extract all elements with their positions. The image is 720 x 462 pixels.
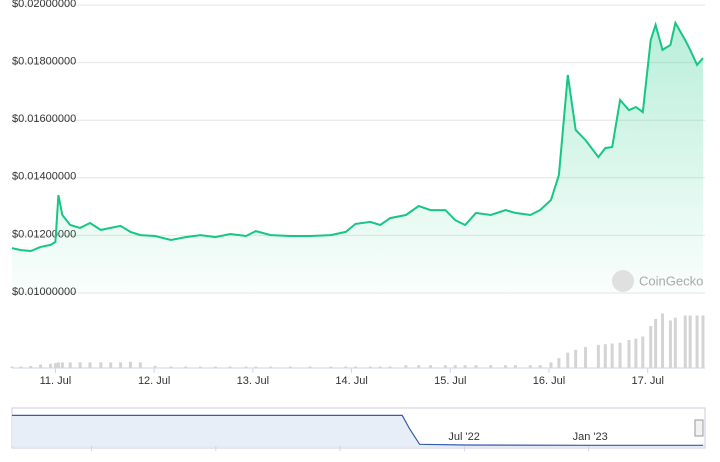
volume-bar xyxy=(344,366,348,368)
volume-bar xyxy=(404,365,408,368)
volume-bar xyxy=(443,365,447,368)
x-tick-label: 11. Jul xyxy=(40,375,72,387)
volume-bar xyxy=(417,365,421,368)
navigator-handle[interactable] xyxy=(694,419,704,437)
volume-bar xyxy=(603,344,607,368)
volume-bar xyxy=(618,342,622,368)
volume-bar xyxy=(119,362,123,368)
volume-bar xyxy=(56,362,60,368)
volume-bar xyxy=(610,343,614,368)
volume-bar xyxy=(60,362,64,368)
volume-bar xyxy=(566,352,570,368)
volume-bar xyxy=(627,340,631,368)
volume-bar xyxy=(549,362,553,368)
volume-bar xyxy=(368,366,372,368)
volume-bar xyxy=(48,363,52,368)
volume-bar xyxy=(378,366,382,368)
x-tick-label: 15. Jul xyxy=(434,375,466,387)
volume-bar xyxy=(701,315,705,368)
price-line xyxy=(12,414,703,446)
area xyxy=(12,22,703,294)
volume-bar xyxy=(244,366,248,368)
volume-bar xyxy=(269,366,273,368)
volume-bar xyxy=(668,320,672,368)
area xyxy=(12,415,703,446)
volume-bar xyxy=(683,315,687,368)
volume-bar xyxy=(474,365,478,368)
volume-bar xyxy=(661,313,665,368)
volume-bar xyxy=(574,349,578,368)
volume-bar xyxy=(78,362,82,368)
volume-bar xyxy=(213,366,217,368)
x-tick-label: Jul '22 xyxy=(448,431,479,443)
volume-bar xyxy=(634,338,638,368)
volume-bar xyxy=(109,362,113,368)
x-tick-label: Jan '23 xyxy=(573,431,608,443)
volume-bar xyxy=(695,315,699,368)
volume-bar xyxy=(538,365,542,368)
volume-bar xyxy=(99,362,103,368)
volume-bar xyxy=(228,366,232,368)
volume-bar xyxy=(68,362,72,368)
volume-bar xyxy=(329,366,333,368)
x-tick-label: 17. Jul xyxy=(632,375,664,387)
volume-bar xyxy=(513,365,517,368)
y-tick-label: $0.01400000 xyxy=(12,171,76,183)
y-tick-label: $0.02000000 xyxy=(12,0,76,10)
volume-bar xyxy=(528,365,532,368)
volume-bar xyxy=(641,336,645,368)
volume-bar xyxy=(673,317,677,368)
volume-bar xyxy=(153,365,157,368)
volume-bar xyxy=(429,365,433,368)
volume-bar xyxy=(169,366,173,368)
volume-bar xyxy=(39,364,43,368)
volume-bar xyxy=(254,366,258,368)
volume-bar xyxy=(649,326,653,368)
volume-bar xyxy=(128,361,132,368)
volume-bar xyxy=(504,365,508,368)
volume-bar xyxy=(584,347,588,368)
x-tick-label: 16. Jul xyxy=(533,375,565,387)
volume-bar xyxy=(388,366,392,368)
y-tick-label: $0.01600000 xyxy=(12,113,76,125)
volume-bar xyxy=(453,365,457,368)
volume-bar xyxy=(596,344,600,368)
y-tick-label: $0.01800000 xyxy=(12,56,76,68)
volume-bar xyxy=(463,365,467,368)
volume-bar xyxy=(557,358,561,368)
volume-bar xyxy=(19,366,23,368)
volume-bar xyxy=(489,365,493,368)
volume-bar xyxy=(10,366,14,368)
volume-bar xyxy=(308,366,312,368)
volume-bar xyxy=(688,315,692,368)
watermark: CoinGecko xyxy=(612,270,703,292)
volume-bar xyxy=(53,363,57,368)
volume-bar xyxy=(654,319,658,368)
x-tick-label: 14. Jul xyxy=(335,375,367,387)
price-line xyxy=(11,20,704,253)
volume-bar xyxy=(199,366,203,368)
x-tick-label: 13. Jul xyxy=(237,375,269,387)
volume-bar xyxy=(29,365,33,368)
volume-bar xyxy=(288,366,292,368)
x-tick-label: 12. Jul xyxy=(138,375,170,387)
volume-bar xyxy=(138,362,142,368)
watermark-logo xyxy=(612,270,634,292)
volume-bar xyxy=(184,366,188,368)
watermark-text: CoinGecko xyxy=(639,273,703,288)
volume-bar xyxy=(88,362,92,368)
volume-bar xyxy=(354,366,358,368)
